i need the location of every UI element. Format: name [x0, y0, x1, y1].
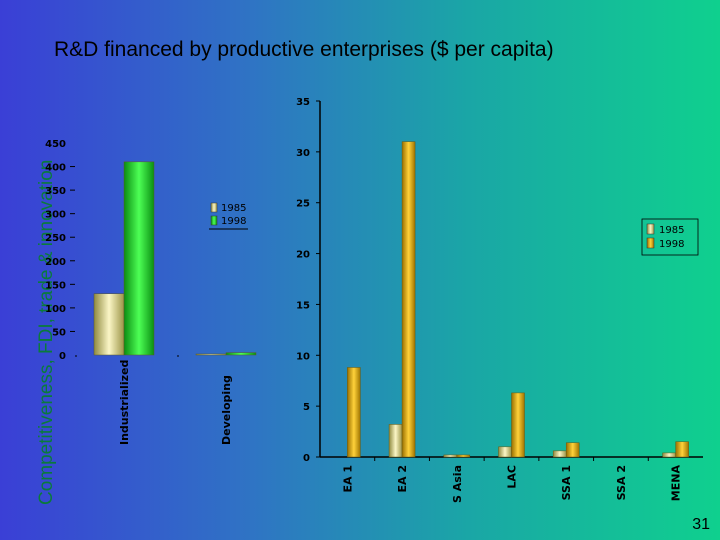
bar-1998-industrialized [123, 161, 155, 356]
legend-left-swatch-1998 [210, 215, 218, 226]
y-tick-label-left: 450 [45, 139, 66, 150]
x-category-label-right: S Asia [451, 465, 464, 503]
y-tick-label-left: 150 [45, 280, 66, 291]
y-tick-label-right: 5 [303, 402, 310, 413]
x-category-label-right: LAC [506, 465, 519, 489]
bar-1985-s-asia [443, 454, 458, 458]
bar-1998-lac [511, 392, 525, 458]
y-tick-label-right: 10 [296, 351, 310, 362]
y-tick-label-right: 30 [296, 148, 310, 159]
x-category-label-left: Developing [220, 375, 233, 445]
y-tick-label-left: 350 [45, 186, 66, 197]
legend-right-swatch-1998 [646, 237, 655, 249]
legend-left-swatch-1985 [210, 202, 218, 213]
x-category-label-right: EA 2 [396, 465, 409, 493]
x-category-label-right: SSA 2 [615, 465, 628, 500]
bar-1985-ea-2 [388, 424, 403, 458]
bar-1998-ea-1 [347, 367, 361, 458]
y-tick-label-right: 25 [296, 199, 310, 210]
y-tick-label-left: 50 [52, 327, 66, 338]
legend-right-label-1985: 1985 [659, 225, 684, 236]
legend-left-label-1985: 1985 [221, 203, 246, 214]
y-tick-label-left: 0 [59, 351, 66, 362]
page-number: 31 [692, 516, 710, 533]
bar-1998-developing [225, 352, 257, 356]
y-tick-label-left: 400 [45, 163, 66, 174]
bar-1985-ssa-1 [552, 450, 567, 458]
legend-right-swatch-1985 [646, 223, 655, 235]
x-category-label-left: Industrialized [118, 360, 131, 445]
y-tick-label-left: 200 [45, 257, 66, 268]
legend-left-label-1998: 1998 [221, 216, 246, 227]
y-tick-label-right: 15 [296, 300, 310, 311]
chart-page-title: R&D financed by productive enterprises (… [54, 38, 554, 61]
legend-right-box [641, 218, 699, 256]
y-tick-label-left: 100 [45, 304, 66, 315]
legend-right: 1985 1998 [641, 218, 699, 256]
bar-1998-s-asia [456, 454, 471, 458]
y-tick-label-left: 300 [45, 210, 66, 221]
bar-1998-ssa-1 [565, 442, 580, 458]
x-category-label-right: MENA [670, 465, 683, 502]
y-tick-label-left: 250 [45, 233, 66, 244]
bar-1985-lac [498, 446, 512, 458]
bar-1998-ea-2 [401, 141, 416, 458]
y-tick-label-right: 35 [296, 97, 310, 108]
x-category-label-right: SSA 1 [560, 465, 573, 500]
legend-left: 1985 1998 [209, 202, 248, 230]
legend-right-label-1998: 1998 [659, 239, 684, 250]
y-tick-label-right: 20 [296, 250, 310, 261]
y-tick-label-right: 0 [303, 453, 310, 464]
x-category-label-right: EA 1 [341, 465, 354, 493]
bar-1985-mena [662, 452, 676, 458]
bar-1998-mena [675, 441, 689, 458]
bar-1985-industrialized [93, 293, 125, 356]
